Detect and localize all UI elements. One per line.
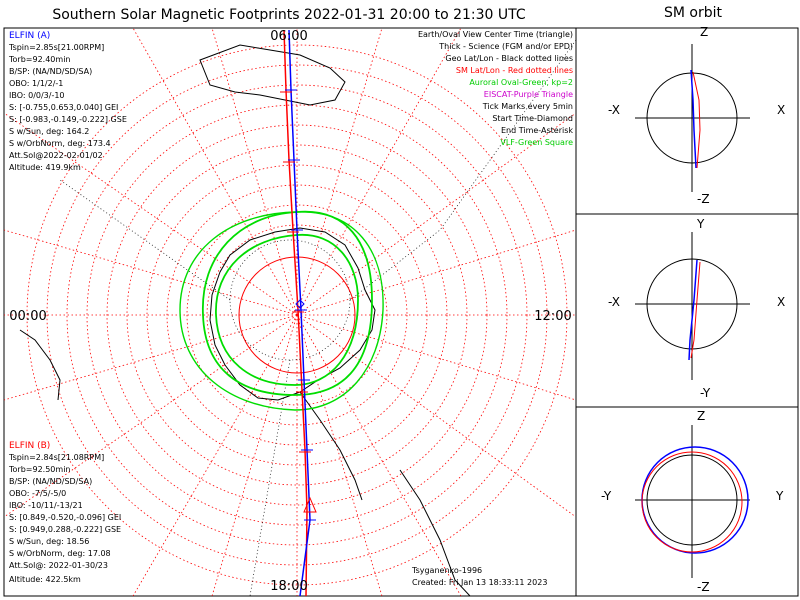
clock-label-12: 12:00 [534, 309, 571, 324]
model-credit: Tsyganenko-1996 [411, 566, 482, 575]
axis-label-top: Z [700, 25, 708, 39]
legend-sm: SM Lat/Lon - Red dotted lines [456, 66, 573, 75]
elfin-b-line: B/SP: (NA/ND/SD/SA) [9, 477, 92, 486]
axis-label-right: Y [775, 489, 784, 503]
elfin-b-info: ELFIN (B) Tspin=2.84s[21.08RPM] Torb=92.… [8, 441, 121, 584]
elfin-a-line: B/SP: (NA/ND/SD/SA) [9, 67, 92, 76]
clock-label-18: 18:00 [270, 579, 307, 594]
elfin-b-line: Tspin=2.84s[21.08RPM] [8, 453, 104, 462]
axis-label-left: -X [608, 295, 620, 309]
axis-label-bottom: -Z [697, 192, 710, 206]
legend-geo: Geo Lat/Lon - Black dotted lines [445, 54, 573, 63]
polar-plot: 06:00 00:00 12:00 18:00 Earth/Oval View … [4, 28, 576, 596]
legend-earth-center: Earth/Oval View Center Time (triangle) [418, 30, 573, 39]
orbit-track-b [692, 71, 701, 169]
orbit-panel-yz-frame [575, 406, 799, 597]
auroral-oval-outer [179, 211, 384, 411]
orbit-track-b [641, 451, 743, 553]
orbit-panel-xy-frame [575, 213, 799, 408]
sm-orbit-panels: Z -Z -X X Y -Y -X X Z -Z -Y Y [575, 25, 799, 597]
orbit-panel-xy: Y -Y -X X [608, 217, 785, 400]
axis-label-right: X [777, 295, 785, 309]
orbit-track-b [690, 261, 701, 359]
orbit-panel-xz: Z -Z -X X [608, 25, 785, 206]
sm-latitude-rings [26, 44, 568, 586]
sm-meridians [4, 28, 576, 596]
elfin-b-line: S: [0.949,0.288,-0.222] GSE [9, 525, 121, 534]
elfin-a-line: S: [-0.755,0.653,0.040] GEI [9, 103, 118, 112]
elfin-b-line: Att.Sol@: 2022-01-30/23 [9, 561, 108, 570]
elfin-a-line: IBO: 0/0/3/-10 [9, 91, 65, 100]
orbit-panel-xz-frame [575, 27, 799, 215]
legend-eiscat: EISCAT-Purple Triangle [484, 90, 573, 99]
elfin-a-line: Att.Sol@2022-02-01/02 [9, 151, 103, 160]
axis-label-right: X [777, 103, 785, 117]
elfin-a-line: Altitude: 419.9km [9, 163, 81, 172]
elfin-b-line: Altitude: 422.5km [9, 575, 81, 584]
africa-coastline [19, 329, 61, 401]
antarctica-coastline [209, 227, 376, 401]
elfin-b-ticks [280, 91, 311, 453]
elfin-a-ticks [285, 89, 316, 521]
orbit-panel-yz: Z -Z -Y Y [601, 409, 784, 594]
legend-ticks: Tick Marks every 5min [482, 102, 573, 111]
clock-label-00: 00:00 [9, 309, 46, 324]
elfin-a-line: Tspin=2.85s[21.00RPM] [8, 43, 104, 52]
auroral-oval-inner-2 [215, 234, 359, 386]
axis-label-top: Z [697, 409, 705, 423]
elfin-b-line: IBO: -10/11/-13/21 [9, 501, 83, 510]
elfin-a-line: S: [-0.983,-0.149,-0.222] GSE [9, 115, 127, 124]
elfin-b-track [283, 29, 308, 596]
elfin-a-name: ELFIN (A) [9, 31, 50, 41]
elfin-a-line: S w/Sun, deg: 164.2 [9, 127, 89, 136]
elfin-b-line: S w/Sun, deg: 18.56 [9, 537, 89, 546]
figure-title: Southern Solar Magnetic Footprints 2022-… [52, 7, 526, 23]
geo-grid [59, 39, 576, 596]
polar-cap-circle [238, 256, 356, 374]
orbit-track-a [688, 259, 698, 361]
elfin-b-name: ELFIN (B) [9, 441, 50, 451]
legend-end: End Time-Asterisk [501, 126, 573, 135]
axis-label-bottom: -Y [700, 386, 711, 400]
legend-vlf: VLF-Green Square [500, 138, 573, 147]
axis-label-left: -Y [601, 489, 612, 503]
legend-thick: Thick - Science (FGM and/or EPD) [438, 42, 573, 51]
created-date: Created: Fri Jan 13 18:33:11 2023 [412, 578, 547, 587]
elfin-b-center-triangle [303, 496, 317, 513]
axis-label-left: -X [608, 103, 620, 117]
legend: Earth/Oval View Center Time (triangle) T… [418, 30, 573, 147]
south-america-coastline [399, 469, 471, 596]
polar-plot-frame [3, 27, 577, 597]
australia-coastline [199, 44, 346, 106]
elfin-b-line: S w/OrbNorm, deg: 17.08 [9, 549, 111, 558]
legend-start: Start Time-Diamond [492, 114, 573, 123]
clock-label-06: 06:00 [270, 29, 307, 44]
axis-label-bottom: -Z [697, 580, 710, 594]
elfin-a-line: S w/OrbNorm, deg: 173.4 [9, 139, 111, 148]
elfin-b-line: OBO: -7/5/-5/0 [9, 489, 66, 498]
elfin-b-line: S: [0.849,-0.520,-0.096] GEI [9, 513, 121, 522]
legend-oval: Auroral Oval-Green, kp=2 [469, 78, 573, 87]
axis-label-top: Y [696, 217, 705, 231]
elfin-b-line: Torb=92.50min [8, 465, 70, 474]
elfin-a-line: OBO: 1/1/2/-1 [9, 79, 63, 88]
orbit-track-a [690, 69, 697, 169]
elfin-a-start-diamond [295, 299, 305, 309]
antarctic-peninsula [299, 391, 363, 501]
elfin-a-info: ELFIN (A) Tspin=2.85s[21.00RPM] Torb=92.… [8, 31, 127, 172]
elfin-a-line: Torb=92.40min [8, 55, 70, 64]
orbit-title: SM orbit [664, 5, 723, 21]
auroral-oval-inner [202, 210, 373, 396]
